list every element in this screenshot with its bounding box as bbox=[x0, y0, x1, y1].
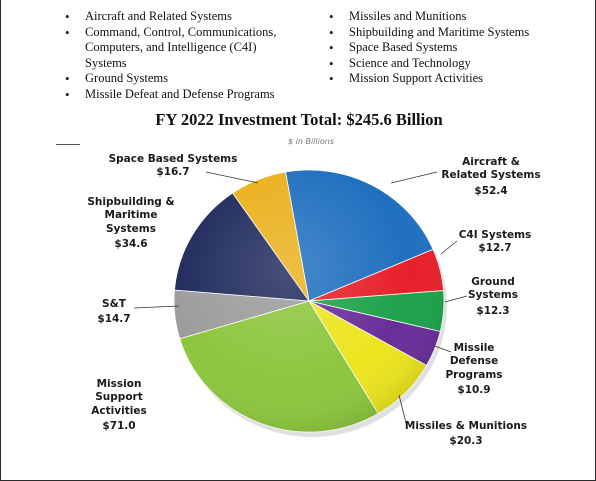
label-value: $20.3 bbox=[449, 435, 483, 448]
label-text: Defense bbox=[449, 355, 499, 368]
label-value: $14.7 bbox=[97, 313, 131, 326]
bullet-item: Aircraft and Related Systems bbox=[65, 9, 301, 25]
slice-label-st: S&T $14.7 bbox=[89, 298, 139, 327]
bullet-item: Shipbuilding and Maritime Systems bbox=[329, 25, 579, 41]
label-text: Support bbox=[95, 391, 143, 404]
bullet-item: Missiles and Munitions bbox=[329, 9, 579, 25]
bullet-item: Missile Defeat and Defense Programs bbox=[65, 87, 301, 103]
slice-label-c4i: C4I Systems $12.7 bbox=[445, 229, 545, 256]
slice-label-shipbuilding: Shipbuilding & Maritime Systems $34.6 bbox=[81, 196, 181, 252]
label-text: Programs bbox=[445, 368, 503, 381]
bullet-item: Command, Control, Communications, Comput… bbox=[65, 25, 301, 72]
slice-label-aircraft: Aircraft & Related Systems $52.4 bbox=[421, 156, 561, 198]
label-text: Mission bbox=[96, 378, 142, 390]
label-value: $71.0 bbox=[102, 420, 136, 433]
chart-title: FY 2022 Investment Total: $245.6 Billion bbox=[155, 110, 443, 129]
title-rule bbox=[56, 144, 80, 145]
label-text: C4I Systems bbox=[458, 229, 532, 241]
bullet-list-left: Aircraft and Related Systems Command, Co… bbox=[65, 9, 301, 103]
slice-label-missile-defense: Missile Defense Programs $10.9 bbox=[429, 342, 519, 398]
leader-line-space bbox=[205, 171, 259, 184]
label-text: Systems bbox=[106, 222, 156, 235]
pie-shading bbox=[174, 170, 444, 432]
label-text: Space Based Systems bbox=[108, 153, 238, 165]
bullet-item: Science and Technology bbox=[329, 56, 579, 72]
label-text: Aircraft & bbox=[462, 156, 520, 168]
slice-label-missiles: Missiles & Munitions $20.3 bbox=[386, 420, 546, 449]
slice-label-ground: Ground Systems $12.3 bbox=[453, 276, 533, 318]
label-value: $12.7 bbox=[478, 242, 512, 255]
label-text: Activities bbox=[91, 404, 147, 417]
bullet-list-right: Missiles and Munitions Shipbuilding and … bbox=[329, 9, 579, 87]
label-text: Missiles & Munitions bbox=[404, 420, 528, 432]
slice-label-space: Space Based Systems $16.7 bbox=[98, 153, 248, 180]
label-text: Shipbuilding & bbox=[87, 196, 175, 208]
chart-subtitle: $ in Billions bbox=[288, 137, 334, 146]
leader-line-c4i bbox=[440, 240, 458, 255]
leader-line-st bbox=[133, 305, 180, 309]
label-text: Systems bbox=[468, 289, 518, 302]
slice-label-mission: Mission Support Activities $71.0 bbox=[79, 378, 159, 434]
bullet-item: Ground Systems bbox=[65, 71, 301, 87]
label-value: $16.7 bbox=[156, 166, 190, 179]
bullet-item: Space Based Systems bbox=[329, 40, 579, 56]
bullet-item: Mission Support Activities bbox=[329, 71, 579, 87]
leader-line-aircraft bbox=[390, 171, 438, 184]
label-text: Related Systems bbox=[441, 169, 541, 182]
label-text: S&T bbox=[102, 298, 126, 310]
label-value: $10.9 bbox=[457, 384, 491, 397]
leader-line-ground bbox=[444, 295, 468, 303]
label-text: Maritime bbox=[104, 209, 158, 222]
label-value: $52.4 bbox=[474, 184, 508, 197]
leader-line-missile-defense bbox=[434, 345, 452, 353]
label-value: $34.6 bbox=[114, 238, 148, 251]
label-text: Missile bbox=[453, 342, 495, 354]
label-value: $12.3 bbox=[476, 304, 510, 317]
leader-line-missiles bbox=[398, 394, 408, 428]
label-text: Ground bbox=[471, 276, 515, 288]
